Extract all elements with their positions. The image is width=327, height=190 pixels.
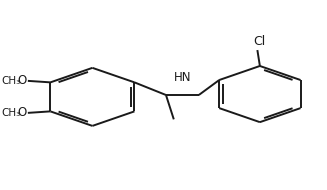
- Text: CH₃: CH₃: [1, 108, 20, 118]
- Text: Cl: Cl: [253, 35, 265, 48]
- Text: O: O: [17, 106, 26, 119]
- Text: HN: HN: [174, 71, 191, 84]
- Text: CH₃: CH₃: [1, 76, 20, 86]
- Text: O: O: [17, 74, 26, 87]
